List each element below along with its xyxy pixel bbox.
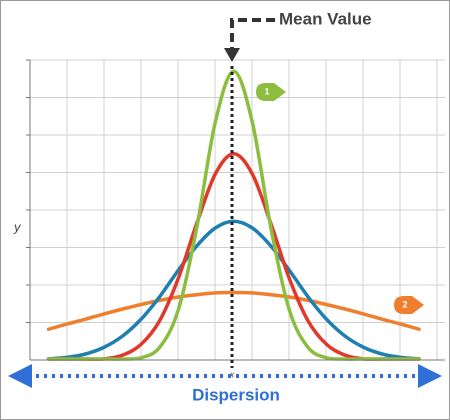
series-line	[46, 219, 421, 361]
series-line	[46, 290, 421, 331]
mean-label: Mean Value	[279, 9, 372, 28]
badge-2-label: 2	[402, 299, 407, 309]
series-line	[46, 69, 421, 361]
curves	[46, 69, 421, 361]
y-axis-label: y	[13, 219, 22, 234]
badge-1-label: 1	[264, 86, 269, 96]
mean-arrow-head	[224, 48, 240, 62]
dispersion-label: Dispersion	[192, 385, 280, 404]
badge-1	[256, 83, 286, 101]
badge-2	[394, 296, 424, 314]
mean-arrow	[230, 18, 275, 50]
